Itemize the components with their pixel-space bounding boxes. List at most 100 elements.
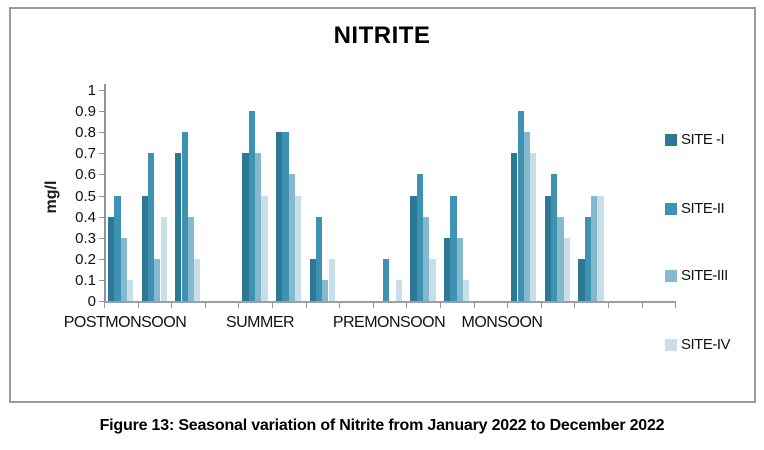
y-tick-label: 0.1 (75, 271, 96, 289)
bar-monsoon-g3-siteii (584, 216, 591, 301)
bar-postmonsoon-g2-sitei (141, 195, 148, 301)
bar-postmonsoon-g1-siteiv (126, 279, 134, 301)
bar-summer-g3-siteii (315, 216, 323, 301)
legend-label-site1: SITE -I (681, 131, 725, 148)
x-tick-mark (238, 303, 240, 308)
y-tick-mark (99, 279, 104, 281)
y-tick-label: 0.3 (75, 229, 96, 247)
bar-monsoon-g1-siteii (517, 111, 524, 301)
y-tick-mark (99, 132, 104, 134)
legend-swatch-site1 (665, 133, 677, 146)
bar-premonsoon-g3-sitei (444, 237, 451, 301)
bar-premonsoon-g1-siteii (383, 258, 390, 301)
x-tick-mark (406, 303, 408, 308)
bar-postmonsoon-g3-siteiv (194, 258, 201, 301)
x-tick-mark (608, 303, 609, 308)
x-tick-mark (272, 303, 273, 308)
bar-summer-g2-siteiv (294, 195, 302, 301)
x-tick-mark (339, 303, 341, 308)
category-label-postmonsoon: POSTMONSOON (63, 314, 187, 331)
category-label-summer: SUMMER (225, 314, 295, 331)
legend-label-site4: SITE-IV (681, 336, 731, 353)
x-tick-mark (137, 303, 139, 308)
x-tick-mark (440, 303, 441, 308)
y-tick-label: 0.6 (75, 166, 96, 184)
bar-monsoon-g3-sitei (578, 258, 585, 301)
chart-title: NITRITE (333, 22, 431, 49)
bar-monsoon-g2-siteii (551, 174, 558, 301)
x-tick-mark (641, 303, 643, 308)
bar-summer-g2-siteiii (288, 174, 295, 301)
bar-monsoon-g2-siteiii (557, 216, 564, 301)
x-tick-mark (540, 303, 542, 308)
bar-postmonsoon-g2-siteii (147, 153, 155, 301)
y-tick-mark (99, 111, 104, 113)
bar-postmonsoon-g2-siteiii (154, 258, 161, 301)
x-tick-mark (372, 303, 374, 308)
bar-monsoon-g1-siteiv (530, 153, 537, 301)
legend-swatch-site2 (665, 202, 677, 215)
y-tick-label: 1 (87, 82, 96, 99)
y-tick-mark (99, 90, 104, 91)
bar-monsoon-g3-siteiii (591, 195, 598, 301)
bar-summer-g1-siteii (248, 111, 255, 301)
bar-monsoon-g1-siteiii (523, 132, 531, 301)
x-tick-mark (171, 303, 173, 308)
legend-label-site3: SITE-III (681, 267, 728, 284)
bar-premonsoon-g2-siteiii (423, 216, 430, 301)
x-tick-mark (305, 303, 307, 308)
y-tick-mark (99, 195, 104, 197)
bar-summer-g1-siteiii (255, 153, 262, 301)
bar-monsoon-g3-siteiv (597, 195, 604, 301)
bar-premonsoon-g2-siteii (416, 174, 423, 301)
x-tick-mark (473, 303, 475, 308)
bar-postmonsoon-g3-siteii (181, 132, 188, 301)
x-tick-mark (507, 303, 509, 308)
legend-swatch-site4 (665, 338, 677, 351)
bar-summer-g3-sitei (309, 258, 316, 301)
bar-postmonsoon-g1-sitei (108, 216, 115, 301)
chart-frame (9, 7, 756, 403)
y-tick-label: 0.2 (75, 250, 96, 268)
bar-premonsoon-g3-siteiii (456, 237, 463, 301)
y-tick-label: 0 (87, 293, 96, 310)
legend-swatch-site3 (665, 269, 677, 282)
bar-monsoon-g2-sitei (544, 195, 552, 301)
legend-item-site1: SITE -I (665, 131, 725, 148)
category-label-monsoon: MONSOON (461, 314, 543, 331)
x-tick-mark (104, 303, 105, 308)
bar-premonsoon-g2-siteiv (429, 258, 436, 301)
bar-summer-g3-siteiv (328, 258, 335, 301)
legend-item-site2: SITE-II (665, 200, 725, 217)
bar-summer-g2-siteii (282, 132, 289, 301)
y-axis-line (104, 84, 106, 303)
legend-item-site3: SITE-III (665, 267, 728, 284)
y-tick-mark (99, 237, 104, 239)
bar-postmonsoon-g3-siteiii (187, 216, 195, 301)
bar-postmonsoon-g1-siteiii (120, 237, 127, 301)
bar-premonsoon-g3-siteiv (462, 279, 470, 301)
bar-postmonsoon-g3-sitei (175, 153, 182, 301)
bar-premonsoon-g3-siteii (450, 195, 457, 301)
y-tick-label: 0.5 (75, 187, 96, 205)
y-tick-label: 0.4 (75, 208, 96, 226)
bar-monsoon-g1-sitei (511, 153, 518, 301)
y-tick-label: 0.8 (75, 124, 96, 142)
legend-label-site2: SITE-II (681, 200, 725, 217)
x-tick-mark (204, 303, 206, 308)
bar-premonsoon-g2-sitei (410, 195, 417, 301)
legend-item-site4: SITE-IV (665, 336, 731, 353)
bar-summer-g3-siteiii (322, 279, 329, 301)
y-tick-label: 0.9 (75, 103, 96, 121)
y-tick-label: 0.7 (75, 145, 96, 163)
y-tick-mark (99, 258, 104, 260)
bar-summer-g2-sitei (276, 132, 283, 301)
y-tick-mark (99, 216, 104, 218)
x-axis-line (104, 301, 676, 303)
x-tick-mark (675, 303, 677, 308)
bar-summer-g1-siteiv (261, 195, 268, 301)
bar-premonsoon-g1-siteiv (395, 279, 402, 301)
category-label-premonsoon: PREMONSOON (332, 314, 446, 331)
